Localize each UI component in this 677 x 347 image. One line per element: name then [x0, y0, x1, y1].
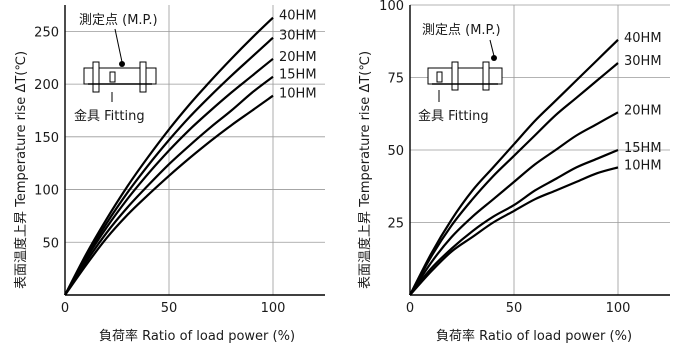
x-axis-title: 負荷率 Ratio of load power (%)	[436, 328, 632, 344]
fitting-left	[451, 61, 459, 91]
series-label-40hm: 40HM	[279, 9, 317, 24]
series-label-15hm: 15HM	[279, 68, 317, 83]
y-tick-label: 100	[34, 184, 59, 199]
mp-label: 測定点 (M.P.)	[422, 23, 501, 38]
series-label-30hm: 30HM	[279, 29, 317, 44]
series-label-20hm: 20HM	[279, 50, 317, 65]
y-tick-label: 50	[42, 236, 59, 251]
y-tick-label: 100	[379, 0, 404, 14]
chart-right: 40HM 30HM 20HM 15HM 10HM 0 50 100 25 50 75 100 測定点…	[357, 0, 670, 344]
y-tick-label: 250	[34, 25, 59, 40]
series-line-40hm	[409, 39, 619, 296]
series-line-20hm	[64, 57, 274, 296]
mp-dot	[119, 61, 125, 67]
fitting-right	[139, 61, 147, 93]
fitting-label: 金具 Fitting	[418, 108, 489, 124]
series-line-30hm	[409, 62, 619, 296]
series-line-10hm	[64, 94, 274, 296]
series-labels: 40HM 30HM 20HM 15HM 10HM	[279, 9, 317, 102]
series-lines	[64, 16, 274, 296]
fitting-label: 金具 Fitting	[74, 108, 145, 124]
mp-leader	[489, 39, 495, 57]
series-line-15hm	[409, 148, 619, 296]
axes	[409, 5, 670, 296]
series-line-20hm	[409, 111, 619, 296]
y-tick-label: 25	[387, 217, 404, 232]
mp-leader	[114, 28, 123, 63]
chart-left: 40HM 30HM 20HM 15HM 10HM 0 50 100 50 100 150 200 25…	[13, 5, 325, 344]
x-tick-label: 0	[61, 301, 69, 316]
axes	[64, 5, 325, 296]
series-line-40hm	[64, 16, 274, 296]
series-label-10hm: 10HM	[624, 158, 662, 173]
mp-label-bg	[420, 20, 506, 38]
series-label-15hm: 15HM	[624, 141, 662, 156]
y-tick-label: 50	[387, 144, 404, 159]
resistor-inset: 測定点 (M.P.) 金具 Fitting	[418, 20, 506, 124]
tick-labels: 0 50 100 50 100 150 200 250	[34, 25, 285, 316]
fitting-right	[482, 61, 490, 91]
series-line-15hm	[64, 75, 274, 296]
fitting-left	[92, 61, 100, 93]
y-axis-title: 表面温度上昇 Temperature rise ΔT(℃)	[13, 51, 29, 289]
mp-dot	[491, 55, 497, 61]
x-tick-label: 50	[506, 301, 523, 316]
y-tick-label: 200	[34, 78, 59, 93]
y-axis-title: 表面温度上昇 Temperature rise ΔT(℃)	[357, 51, 373, 289]
series-label-20hm: 20HM	[624, 103, 662, 118]
tick-labels: 0 50 100 25 50 75 100	[379, 0, 630, 316]
series-labels: 40HM 30HM 20HM 15HM 10HM	[624, 31, 662, 174]
series-line-10hm	[409, 166, 619, 296]
series-label-40hm: 40HM	[624, 31, 662, 46]
grid	[65, 5, 325, 295]
resistor-inset: 測定点 (M.P.) 金具 Fitting	[74, 10, 163, 124]
x-axis-title: 負荷率 Ratio of load power (%)	[99, 328, 295, 344]
x-tick-label: 100	[261, 301, 286, 316]
x-tick-label: 100	[606, 301, 631, 316]
y-tick-label: 150	[34, 131, 59, 146]
y-tick-label: 75	[387, 72, 404, 87]
mp-label-bg	[77, 10, 163, 28]
x-tick-label: 50	[161, 301, 178, 316]
mp-label: 測定点 (M.P.)	[79, 13, 158, 28]
series-line-30hm	[64, 36, 274, 296]
series-label-30hm: 30HM	[624, 54, 662, 69]
terminal	[109, 71, 116, 83]
series-lines	[409, 39, 619, 296]
terminal	[436, 71, 443, 83]
x-tick-label: 0	[406, 301, 414, 316]
series-label-10hm: 10HM	[279, 87, 317, 102]
